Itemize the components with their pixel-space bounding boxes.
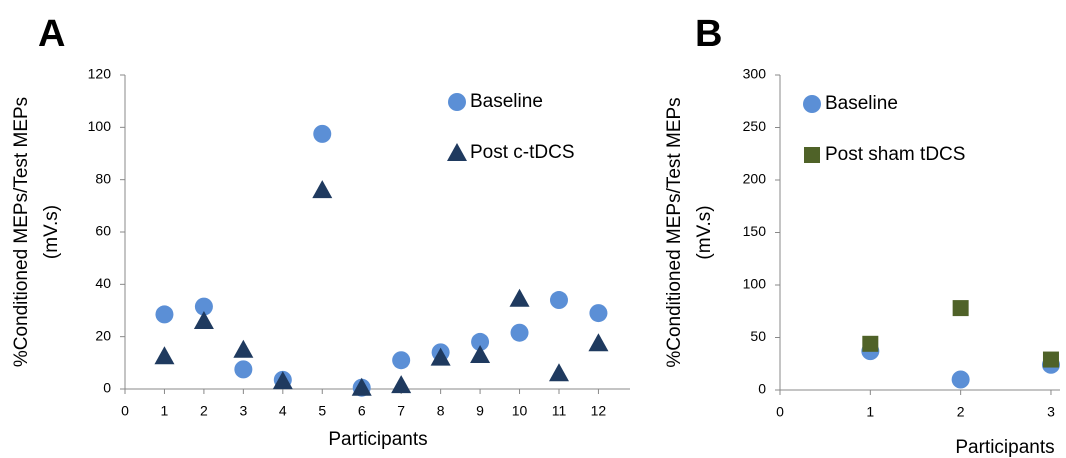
x-tick-label: 10 [512, 403, 528, 419]
y-tick-label: 200 [743, 171, 767, 187]
x-axis-label: Participants [328, 429, 427, 450]
legend-marker [803, 95, 821, 113]
data-point [509, 288, 530, 307]
x-tick-label: 1 [866, 404, 874, 420]
data-point [312, 180, 333, 199]
x-tick-label: 5 [318, 403, 326, 419]
legend-label: Baseline [825, 93, 898, 114]
y-tick-label: 0 [758, 381, 766, 397]
y-tick-label: 300 [743, 66, 767, 82]
x-tick-label: 2 [200, 403, 208, 419]
data-point [548, 363, 569, 382]
legend-marker [804, 147, 820, 163]
panel-label: A [38, 13, 65, 55]
x-axis-label: Participants [955, 437, 1054, 458]
y-axis-label: (mV.s) [41, 205, 62, 259]
legend-label: Baseline [470, 91, 543, 112]
x-tick-label: 8 [437, 403, 445, 419]
panel-label: B [695, 13, 722, 55]
data-point [588, 333, 609, 352]
x-tick-label: 2 [957, 404, 965, 420]
y-tick-label: 50 [750, 328, 766, 344]
x-tick-label: 12 [591, 403, 607, 419]
data-point [234, 360, 253, 379]
y-tick-label: 150 [743, 223, 767, 239]
data-point [233, 339, 254, 358]
data-point [589, 304, 608, 323]
data-point [154, 346, 175, 365]
y-tick-label: 100 [743, 276, 767, 292]
legend-marker [447, 143, 467, 161]
x-tick-label: 0 [776, 404, 784, 420]
data-point [272, 371, 293, 390]
x-tick-label: 4 [279, 403, 287, 419]
data-point [510, 323, 529, 342]
x-tick-label: 1 [161, 403, 169, 419]
x-tick-label: 0 [121, 403, 129, 419]
y-axis-label: %Conditioned MEPs/Test MEPs [11, 97, 32, 367]
x-tick-label: 11 [552, 403, 567, 419]
data-point [951, 370, 970, 389]
y-axis-label: %Conditioned MEPs/Test MEPs [664, 97, 685, 367]
x-tick-label: 3 [1047, 404, 1055, 420]
data-point [1042, 351, 1059, 368]
y-tick-label: 20 [95, 327, 111, 343]
y-tick-label: 250 [743, 118, 767, 134]
y-tick-label: 0 [103, 380, 111, 396]
y-axis-label: (mV.s) [694, 205, 715, 259]
x-tick-label: 9 [476, 403, 484, 419]
x-tick-label: 3 [239, 403, 247, 419]
legend-label: Post c-tDCS [470, 142, 575, 163]
x-tick-label: 6 [358, 403, 366, 419]
data-point [313, 124, 332, 143]
data-point [471, 332, 490, 351]
data-point [862, 335, 879, 352]
data-point [430, 347, 451, 366]
data-point [194, 297, 213, 316]
data-point [952, 300, 969, 317]
y-tick-label: 100 [88, 118, 112, 134]
data-point [193, 310, 214, 329]
legend-label: Post sham tDCS [825, 144, 965, 165]
data-point [391, 375, 412, 394]
y-tick-label: 80 [95, 170, 111, 186]
x-tick-label: 7 [397, 403, 405, 419]
data-point [351, 377, 372, 396]
data-point [549, 291, 568, 310]
legend-marker [448, 93, 466, 111]
data-point [470, 344, 491, 363]
y-tick-label: 40 [95, 275, 111, 291]
y-tick-label: 60 [95, 223, 111, 239]
data-point [155, 305, 174, 324]
y-tick-label: 120 [88, 66, 112, 82]
data-point [392, 351, 411, 370]
